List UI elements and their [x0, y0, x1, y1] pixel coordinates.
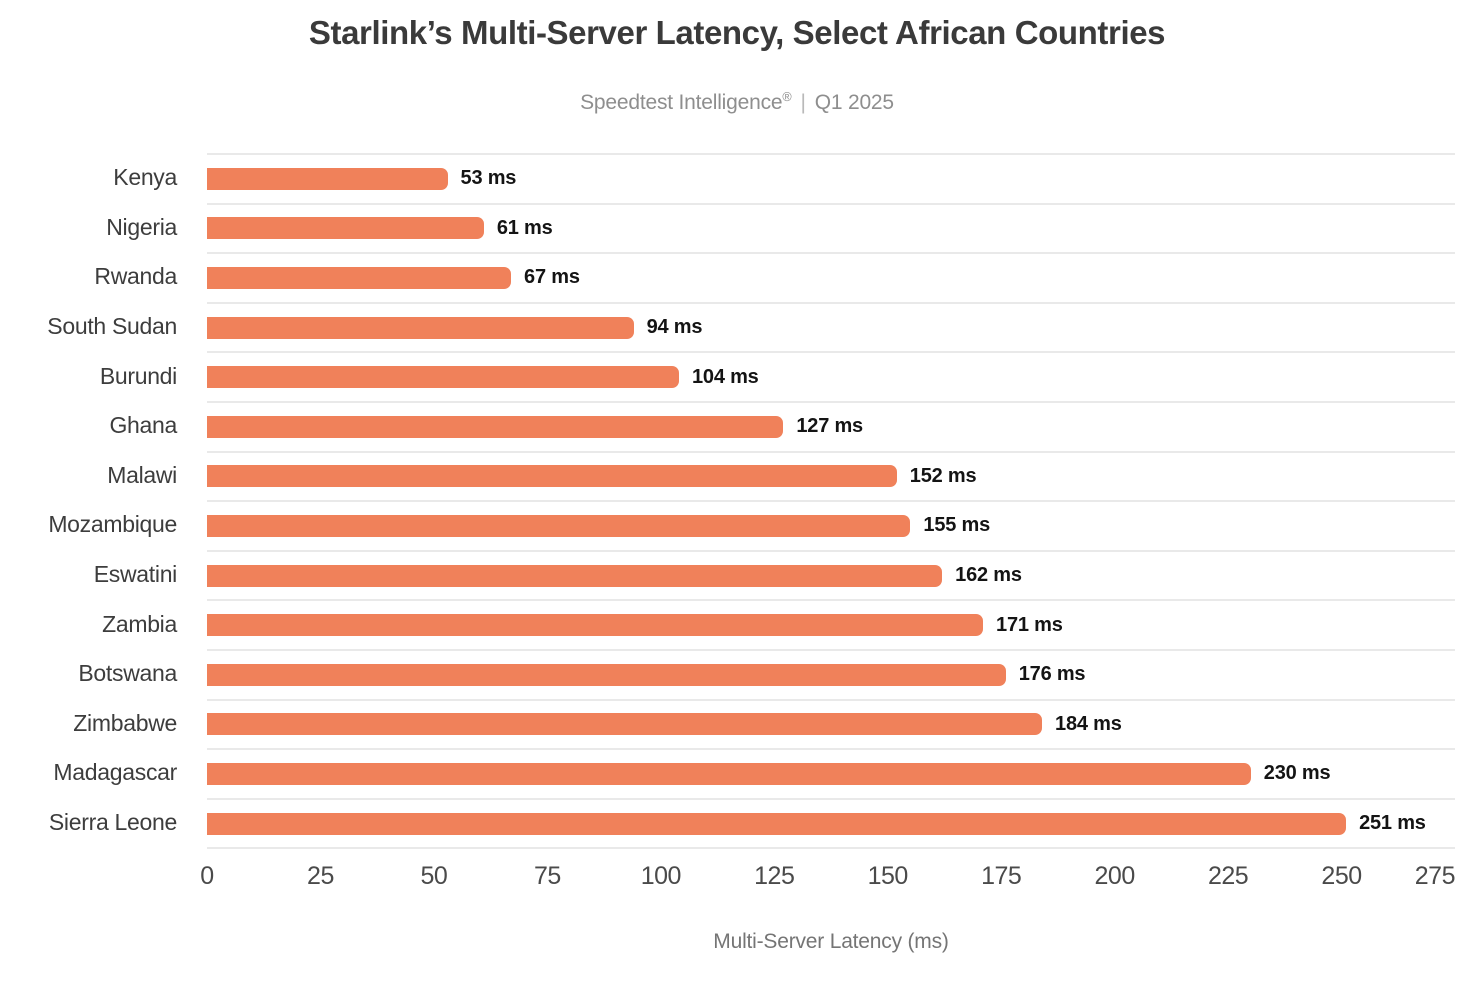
bar-track: 162 ms: [207, 549, 1455, 600]
subtitle-brand: Speedtest Intelligence: [580, 91, 783, 114]
x-tick-label: 250: [1321, 862, 1362, 890]
x-tick-label: 200: [1094, 862, 1136, 890]
bar-track: 230 ms: [207, 748, 1455, 798]
category-label: Sierra Leone: [48, 809, 177, 836]
x-tick-label: 75: [533, 862, 561, 890]
bar-track: 155 ms: [207, 500, 1455, 550]
bar-track: 53 ms: [207, 153, 1455, 203]
bar: [207, 812, 1347, 835]
bar: [207, 266, 512, 289]
value-label: 104 ms: [691, 365, 759, 388]
bar-row: Mozambique 155 ms: [0, 500, 1455, 550]
value-label: 127 ms: [796, 415, 863, 438]
value-label: 251 ms: [1359, 812, 1426, 835]
category-label: Zambia: [102, 610, 177, 637]
bar-rows: Kenya 53 ms Nigeria 61 ms Rwanda 67 ms South S…: [0, 153, 1455, 850]
x-tick-label: 275: [1414, 862, 1456, 890]
category-label: Mozambique: [48, 511, 177, 538]
bar-row: Malawi 152 ms: [0, 450, 1455, 501]
bar-track: 61 ms: [207, 202, 1455, 253]
value-label: 53 ms: [460, 167, 517, 190]
category-label: Burundi: [99, 362, 177, 389]
x-tick-label: 25: [307, 862, 334, 890]
bar: [207, 366, 679, 389]
value-label: 152 ms: [909, 464, 977, 487]
bar: [207, 316, 634, 339]
category-label: South Sudan: [47, 313, 177, 340]
bar-row: Ghana 127 ms: [0, 400, 1455, 451]
bar: [207, 167, 448, 190]
bar-row: Nigeria 61 ms: [0, 202, 1455, 253]
x-tick-label: 175: [981, 862, 1022, 890]
bar-row: Sierra Leone 251 ms: [0, 797, 1455, 848]
bar-track: 176 ms: [207, 648, 1455, 699]
plot-baseline: [207, 847, 1455, 850]
value-label: 230 ms: [1263, 762, 1331, 785]
chart-title: Starlink’s Multi-Server Latency, Select …: [308, 14, 1166, 51]
value-label: 155 ms: [923, 514, 991, 537]
category-label: Madagascar: [53, 759, 177, 786]
bar: [207, 614, 984, 637]
bar-track: 184 ms: [207, 698, 1455, 749]
bar: [207, 564, 943, 587]
bar: [207, 762, 1251, 785]
category-label: Kenya: [113, 164, 177, 191]
bar: [207, 663, 1006, 686]
bar-track: 67 ms: [207, 252, 1455, 302]
bar-row: Eswatini 162 ms: [0, 549, 1455, 600]
value-label: 176 ms: [1018, 663, 1086, 686]
subtitle-divider: |: [800, 91, 806, 114]
value-label: 94 ms: [646, 316, 703, 339]
bar: [207, 465, 897, 488]
category-label: Ghana: [109, 412, 177, 439]
bar-track: 127 ms: [207, 400, 1455, 451]
category-label: Botswana: [78, 660, 177, 687]
registered-trademark-symbol: ®: [782, 90, 792, 104]
bar-track: 94 ms: [207, 301, 1455, 352]
value-label: 162 ms: [955, 564, 1022, 587]
x-tick-label: 150: [867, 862, 909, 890]
value-label: 171 ms: [996, 613, 1063, 636]
x-tick-label: 100: [640, 862, 682, 890]
bar-track: 251 ms: [207, 797, 1455, 848]
category-label: Eswatini: [93, 561, 178, 588]
category-label: Nigeria: [106, 213, 177, 240]
bar-row: Kenya 53 ms: [0, 153, 1455, 203]
x-tick-label: 225: [1207, 862, 1249, 890]
bar: [207, 713, 1043, 736]
value-label: 184 ms: [1055, 712, 1122, 735]
bar-row: Botswana 176 ms: [0, 648, 1455, 699]
category-label: Rwanda: [94, 263, 177, 290]
x-axis-label: Multi-Server Latency (ms): [713, 930, 949, 953]
category-label: Malawi: [107, 461, 177, 488]
category-label: Zimbabwe: [73, 709, 177, 736]
bar: [207, 415, 784, 438]
subtitle-period: Q1 2025: [814, 91, 894, 114]
bar-track: 152 ms: [207, 450, 1455, 501]
bar-row: Burundi 104 ms: [0, 351, 1455, 401]
x-tick-label: 0: [200, 862, 214, 890]
bar: [207, 217, 484, 240]
x-axis: 0 25 50 75 100 125 150 175 200 225 250 275: [200, 862, 1456, 898]
bar-track: 104 ms: [207, 351, 1455, 401]
value-label: 67 ms: [524, 266, 580, 289]
bar: [207, 514, 911, 537]
bar-row: Rwanda 67 ms: [0, 252, 1455, 302]
bar-row: Zambia 171 ms: [0, 599, 1455, 649]
value-label: 61 ms: [496, 216, 553, 239]
x-tick-label: 50: [420, 862, 448, 890]
bar-row: Zimbabwe 184 ms: [0, 698, 1455, 749]
bar-row: South Sudan 94 ms: [0, 301, 1455, 352]
chart-subtitle: Speedtest Intelligence® | Q1 2025: [0, 90, 1474, 115]
bar-row: Madagascar 230 ms: [0, 748, 1455, 798]
bar-track: 171 ms: [207, 599, 1455, 649]
x-tick-label: 125: [754, 862, 795, 890]
